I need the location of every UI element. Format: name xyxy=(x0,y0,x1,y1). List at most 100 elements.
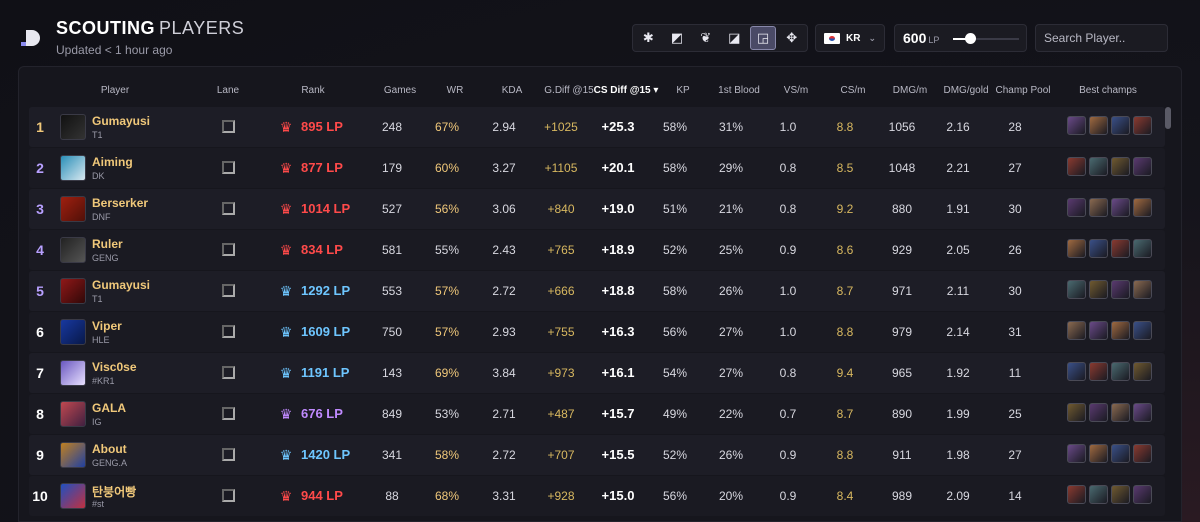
champion-icon[interactable] xyxy=(1111,321,1130,340)
player-name[interactable]: GALA xyxy=(92,401,126,415)
cell-fb: 29% xyxy=(718,161,744,175)
table-row[interactable]: 7 Visc0se #KR1 ♛ 1191 LP 143 69% 3.84 +973 +16.1 5… xyxy=(29,353,1165,393)
champion-icon[interactable] xyxy=(1133,198,1152,217)
col-kp[interactable]: KP xyxy=(676,85,690,96)
col-firstblood[interactable]: 1st Blood xyxy=(718,85,760,96)
champion-icon[interactable] xyxy=(1067,157,1086,176)
support-icon[interactable]: ✥ xyxy=(786,30,798,45)
col-csm[interactable]: CS/m xyxy=(840,85,866,96)
lp-slider-knob[interactable] xyxy=(964,33,976,44)
champion-icon[interactable] xyxy=(1133,157,1152,176)
champion-icon[interactable] xyxy=(1133,485,1152,504)
cell-csm: 8.4 xyxy=(836,489,854,503)
champion-icon[interactable] xyxy=(1111,403,1130,422)
champion-icon[interactable] xyxy=(1089,157,1108,176)
table-row[interactable]: 5 Gumayusi T1 ♛ 1292 LP 553 57% 2.72 +666 +18.8 58… xyxy=(29,271,1165,311)
search-player-input[interactable] xyxy=(1035,24,1168,52)
bot-lane-icon[interactable]: ◲ xyxy=(749,26,777,50)
table-row[interactable]: 8 GALA IG ♛ 676 LP 849 53% 2.71 +487 +15.7 49% 22% 0… xyxy=(29,394,1165,434)
col-dmgm[interactable]: DMG/m xyxy=(892,85,928,96)
champion-icon[interactable] xyxy=(1111,157,1130,176)
col-dmggold[interactable]: DMG/gold xyxy=(943,85,989,96)
table-row[interactable]: 6 Viper HLE ♛ 1609 LP 750 57% 2.93 +755 +16.3 56% 2… xyxy=(29,312,1165,352)
col-pool[interactable]: Champ Pool xyxy=(995,85,1051,96)
champion-icon[interactable] xyxy=(1111,362,1130,381)
scrollbar[interactable] xyxy=(1165,107,1171,521)
scrollbar-thumb[interactable] xyxy=(1165,107,1171,129)
champion-icon[interactable] xyxy=(1133,280,1152,299)
table-row[interactable]: 2 Aiming DK ♛ 877 LP 179 60% 3.27 +1105 +20.1 58% 2… xyxy=(29,148,1165,188)
champion-icon[interactable] xyxy=(1067,198,1086,217)
champion-icon[interactable] xyxy=(1089,198,1108,217)
champion-icon[interactable] xyxy=(1133,116,1152,135)
col-kda[interactable]: KDA xyxy=(501,85,523,96)
col-csdiff[interactable]: CS Diff @15 ▾ xyxy=(593,85,659,96)
table-row[interactable]: 1 Gumayusi T1 ♛ 895 LP 248 67% 2.94 +1025 +25.3 58… xyxy=(29,107,1165,147)
player-name[interactable]: Aiming xyxy=(92,155,133,169)
champion-icon[interactable] xyxy=(1089,444,1108,463)
player-name[interactable]: Ruler xyxy=(92,237,123,251)
col-games[interactable]: Games xyxy=(383,85,417,96)
champion-icon[interactable] xyxy=(1067,116,1086,135)
cell-kda: 2.71 xyxy=(492,407,516,421)
table-row[interactable]: 3 Berserker DNF ♛ 1014 LP 527 56% 3.06 +840 +19.0… xyxy=(29,189,1165,229)
champion-icon[interactable] xyxy=(1133,403,1152,422)
champion-icon[interactable] xyxy=(1067,362,1086,381)
champion-icon[interactable] xyxy=(1133,362,1152,381)
cell-games: 849 xyxy=(381,407,403,421)
champion-icon[interactable] xyxy=(1067,403,1086,422)
table-row[interactable]: 9 About GENG.A ♛ 1420 LP 341 58% 2.72 +707 +15.5 5… xyxy=(29,435,1165,475)
champion-icon[interactable] xyxy=(1111,198,1130,217)
champion-icon[interactable] xyxy=(1111,116,1130,135)
champion-icon[interactable] xyxy=(1111,444,1130,463)
all-lanes-icon[interactable]: ✱ xyxy=(642,30,654,45)
player-name[interactable]: Gumayusi xyxy=(92,114,151,128)
rank-emblem-icon: ♛ xyxy=(279,119,293,135)
champion-icon[interactable] xyxy=(1067,485,1086,504)
cell-dmggold: 1.98 xyxy=(946,448,970,462)
cell-kp: 58% xyxy=(662,161,688,175)
champion-icon[interactable] xyxy=(1133,239,1152,258)
champion-icon[interactable] xyxy=(1089,239,1108,258)
player-name[interactable]: Visc0se xyxy=(92,360,137,374)
player-name[interactable]: 탄붕어빵 xyxy=(92,485,137,499)
champion-icon[interactable] xyxy=(1067,444,1086,463)
bot-lane-icon xyxy=(222,120,235,133)
cell-vsm: 1.0 xyxy=(779,284,797,298)
champion-icon[interactable] xyxy=(1067,321,1086,340)
region-select[interactable]: KR ⌄ xyxy=(815,24,885,52)
col-rank[interactable]: Rank xyxy=(301,85,325,96)
champion-icon[interactable] xyxy=(1111,239,1130,258)
table-row[interactable]: 4 Ruler GENG ♛ 834 LP 581 55% 2.43 +765 +18.9 52% 2… xyxy=(29,230,1165,270)
cell-fb: 27% xyxy=(718,325,744,339)
champion-icon[interactable] xyxy=(1133,321,1152,340)
champion-icon[interactable] xyxy=(1089,362,1108,381)
champion-icon[interactable] xyxy=(1067,239,1086,258)
top-lane-icon[interactable]: ◩ xyxy=(670,30,684,45)
col-gdiff[interactable]: G.Diff @15 xyxy=(544,85,594,96)
champion-icon[interactable] xyxy=(1089,485,1108,504)
player-name[interactable]: Viper xyxy=(92,319,122,333)
player-avatar xyxy=(60,483,86,509)
champion-icon[interactable] xyxy=(1133,444,1152,463)
cell-csm: 8.8 xyxy=(836,325,854,339)
champion-icon[interactable] xyxy=(1111,280,1130,299)
mid-lane-icon[interactable]: ◪ xyxy=(728,30,741,45)
champion-icon[interactable] xyxy=(1067,280,1086,299)
champion-icon[interactable] xyxy=(1089,280,1108,299)
player-name[interactable]: Berserker xyxy=(92,196,149,210)
champion-icon[interactable] xyxy=(1089,403,1108,422)
rank-emblem-icon: ♛ xyxy=(279,447,293,463)
player-name[interactable]: About xyxy=(92,442,127,456)
champion-icon[interactable] xyxy=(1089,116,1108,135)
table-row[interactable]: 10 탄붕어빵 #st ♛ 944 LP 88 68% 3.31 +928 +15.0 56% 20%… xyxy=(29,476,1165,516)
champion-icon[interactable] xyxy=(1111,485,1130,504)
col-player[interactable]: Player xyxy=(100,85,130,96)
col-lane[interactable]: Lane xyxy=(216,85,240,96)
jungle-icon[interactable]: ❦ xyxy=(700,30,712,45)
champion-icon[interactable] xyxy=(1089,321,1108,340)
col-vsm[interactable]: VS/m xyxy=(783,85,809,96)
lp-slider[interactable] xyxy=(953,33,1019,44)
col-wr[interactable]: WR xyxy=(446,85,464,96)
player-name[interactable]: Gumayusi xyxy=(92,278,151,292)
